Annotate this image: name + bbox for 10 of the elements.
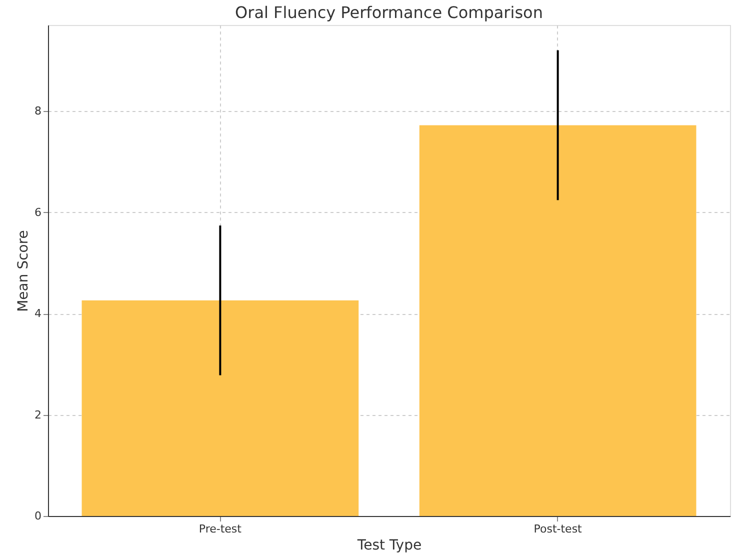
y-axis-title: Mean Score [16,230,32,312]
x-tick-label: Pre-test [198,522,242,536]
y-tick-label: 0 [34,510,42,522]
y-tick-label: 2 [34,408,42,422]
chart-title: Oral Fluency Performance Comparison [235,3,543,22]
y-tick-label: 8 [34,104,42,118]
y-tick-label: 4 [34,307,42,320]
x-tick-label: Post-test [534,522,583,536]
x-axis-title: Test Type [356,538,422,554]
y-tick-label: 6 [34,206,42,219]
